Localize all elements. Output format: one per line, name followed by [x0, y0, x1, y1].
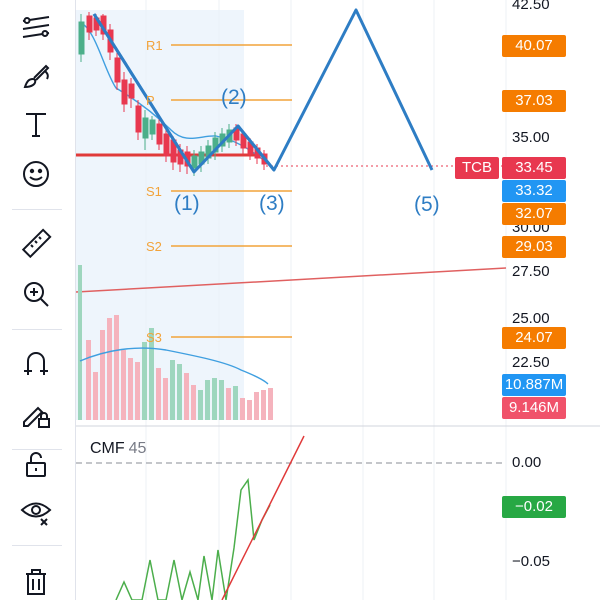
eye-icon[interactable] — [14, 490, 58, 534]
zoom-in-icon[interactable] — [14, 272, 58, 316]
brush-icon[interactable] — [14, 54, 58, 98]
wave-label-3: (3) — [259, 192, 285, 215]
wave-1-line — [92, 13, 196, 173]
trend-lines-icon[interactable] — [14, 6, 58, 50]
cmf-period: 45 — [128, 440, 147, 457]
price-tick: 35.00 — [512, 129, 550, 146]
cmf-trendline — [221, 435, 305, 600]
ruler-icon[interactable] — [14, 222, 58, 266]
volume-label: 9.146M — [502, 397, 566, 419]
pivot-s1-label: S1 — [146, 184, 162, 199]
cmf-indicator-title[interactable]: CMF 45 — [90, 440, 146, 458]
price-tick: 25.00 — [512, 310, 550, 327]
trash-icon[interactable] — [14, 560, 58, 600]
wave-label-1: (1) — [174, 192, 200, 215]
long-trendline — [76, 267, 507, 293]
volume-ma-line — [79, 347, 269, 385]
text-icon[interactable] — [14, 102, 58, 146]
price-label-p: 37.03 — [502, 90, 566, 112]
toolbar-divider — [12, 209, 62, 210]
pivot-p-label: P — [146, 93, 155, 108]
volume-bars — [78, 265, 273, 420]
price-label-last: 33.45 — [502, 157, 566, 179]
price-label-ma: 33.32 — [502, 180, 566, 202]
emoji-icon[interactable] — [14, 152, 58, 196]
cmf-line — [115, 477, 271, 600]
price-label-s1: 32.07 — [502, 203, 566, 225]
volume-ma-label: 10.887M — [502, 374, 566, 396]
wave-label-2: (2) — [221, 86, 247, 109]
candlesticks — [78, 12, 268, 176]
pivot-s2-label: S2 — [146, 239, 162, 254]
price-tick: 42.50 — [512, 0, 550, 13]
lock-drawing-icon[interactable] — [14, 392, 58, 436]
toolbar-divider — [12, 449, 62, 450]
price-chart[interactable]: R1 P S1 S2 S3 (1) (2) (3) (5) 42.50 35.0… — [76, 0, 600, 600]
wave-3-line — [236, 125, 276, 171]
price-label-s2: 29.03 — [502, 236, 566, 258]
wave-label-5: (5) — [414, 193, 440, 216]
toolbar-divider — [12, 545, 62, 546]
symbol-tag: TCB — [455, 157, 499, 179]
cmf-name: CMF — [90, 440, 125, 457]
pivot-lines — [171, 44, 292, 338]
pivot-r1-label: R1 — [146, 38, 163, 53]
unlock-icon[interactable] — [14, 442, 58, 486]
price-label-s3: 24.07 — [502, 327, 566, 349]
magnet-icon[interactable] — [14, 342, 58, 386]
cmf-value-label: −0.02 — [502, 496, 566, 518]
toolbar-divider — [12, 329, 62, 330]
price-tick: 22.50 — [512, 354, 550, 371]
chart-canvas[interactable] — [76, 0, 600, 600]
pivot-s3-label: S3 — [146, 330, 162, 345]
price-tick: 27.50 — [512, 263, 550, 280]
price-label-r1: 40.07 — [502, 35, 566, 57]
cmf-tick: −0.05 — [512, 553, 550, 570]
drawing-toolbar — [0, 0, 76, 600]
cmf-tick: 0.00 — [512, 454, 542, 471]
